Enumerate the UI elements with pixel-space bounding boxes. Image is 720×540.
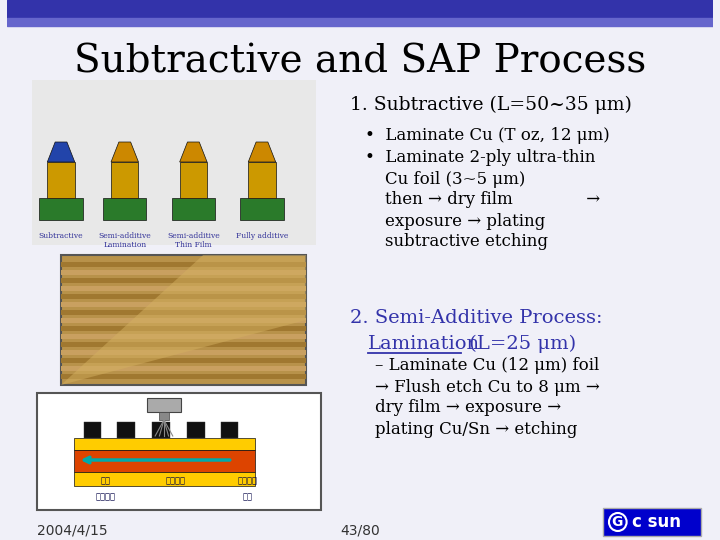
Text: Subtractive: Subtractive xyxy=(39,232,84,240)
Bar xyxy=(148,398,181,412)
Text: •  Laminate 2-ply ultra-thin: • Laminate 2-ply ultra-thin xyxy=(365,150,595,166)
Text: Lamination: Lamination xyxy=(368,335,480,353)
Text: Subtractive and SAP Process: Subtractive and SAP Process xyxy=(74,44,646,80)
Bar xyxy=(7,0,713,18)
Bar xyxy=(61,286,306,291)
Bar xyxy=(73,438,255,450)
Text: 去膜: 去膜 xyxy=(242,492,252,501)
Bar xyxy=(61,342,306,347)
Bar xyxy=(61,366,306,371)
Polygon shape xyxy=(180,142,207,162)
Bar xyxy=(117,422,135,438)
Bar xyxy=(61,270,306,275)
Text: G: G xyxy=(611,515,623,529)
Bar xyxy=(61,318,306,323)
Circle shape xyxy=(609,513,626,531)
Bar xyxy=(111,162,138,198)
Text: Semi-additive
Lamination: Semi-additive Lamination xyxy=(99,232,151,249)
Bar xyxy=(603,508,701,536)
Bar xyxy=(187,422,205,438)
Text: c sun: c sun xyxy=(631,513,680,531)
Text: 清潔: 清潔 xyxy=(100,476,110,485)
Text: 鉤刻剥锡: 鉤刻剥锡 xyxy=(95,492,115,501)
Text: 2004/4/15: 2004/4/15 xyxy=(37,523,107,537)
Text: then → dry film              →: then → dry film → xyxy=(384,192,600,208)
Text: 1. Subtractive (L=50~35 μm): 1. Subtractive (L=50~35 μm) xyxy=(350,96,632,114)
Text: dry film → exposure →: dry film → exposure → xyxy=(374,400,561,416)
Bar xyxy=(240,198,284,220)
Polygon shape xyxy=(61,255,306,385)
Bar xyxy=(61,302,306,307)
Text: 影像轉移: 影像轉移 xyxy=(166,476,186,485)
Bar xyxy=(248,162,276,198)
Bar xyxy=(61,358,306,363)
Polygon shape xyxy=(111,142,138,162)
Bar xyxy=(61,310,306,315)
Bar xyxy=(61,326,306,331)
Bar xyxy=(61,374,306,379)
Polygon shape xyxy=(248,142,276,162)
Bar xyxy=(84,422,102,438)
Text: plating Cu/Sn → etching: plating Cu/Sn → etching xyxy=(374,421,577,437)
Bar xyxy=(159,412,169,420)
Bar xyxy=(180,162,207,198)
Text: – Laminate Cu (12 μm) foil: – Laminate Cu (12 μm) foil xyxy=(374,357,599,375)
Bar xyxy=(61,255,306,385)
Bar xyxy=(152,422,170,438)
Bar xyxy=(48,162,75,198)
Text: •  Laminate Cu (T oz, 12 μm): • Laminate Cu (T oz, 12 μm) xyxy=(365,126,610,144)
Text: 電錢銅锡: 電錢銅锡 xyxy=(238,476,257,485)
Bar xyxy=(61,350,306,355)
Text: (L=25 μm): (L=25 μm) xyxy=(463,335,576,353)
Text: Semi-additive
Thin Film: Semi-additive Thin Film xyxy=(167,232,220,249)
Bar xyxy=(172,198,215,220)
Text: exposure → plating: exposure → plating xyxy=(384,213,545,230)
Text: 43/80: 43/80 xyxy=(340,523,380,537)
Text: 2. Semi-Additive Process:: 2. Semi-Additive Process: xyxy=(350,309,603,327)
Bar xyxy=(40,198,83,220)
Bar xyxy=(61,262,306,267)
Text: subtractive etching: subtractive etching xyxy=(384,233,547,251)
Bar xyxy=(61,294,306,299)
Bar xyxy=(73,450,255,472)
Bar xyxy=(32,80,316,245)
Bar xyxy=(103,198,146,220)
Bar xyxy=(73,472,255,486)
Bar xyxy=(37,393,321,510)
Bar xyxy=(7,18,713,26)
Bar xyxy=(61,334,306,339)
Polygon shape xyxy=(48,142,75,162)
Text: Fully additive: Fully additive xyxy=(235,232,288,240)
Text: Cu foil (3~5 μm): Cu foil (3~5 μm) xyxy=(384,171,525,187)
Bar xyxy=(221,422,238,438)
Bar xyxy=(61,278,306,283)
Text: → Flush etch Cu to 8 μm →: → Flush etch Cu to 8 μm → xyxy=(374,379,600,395)
